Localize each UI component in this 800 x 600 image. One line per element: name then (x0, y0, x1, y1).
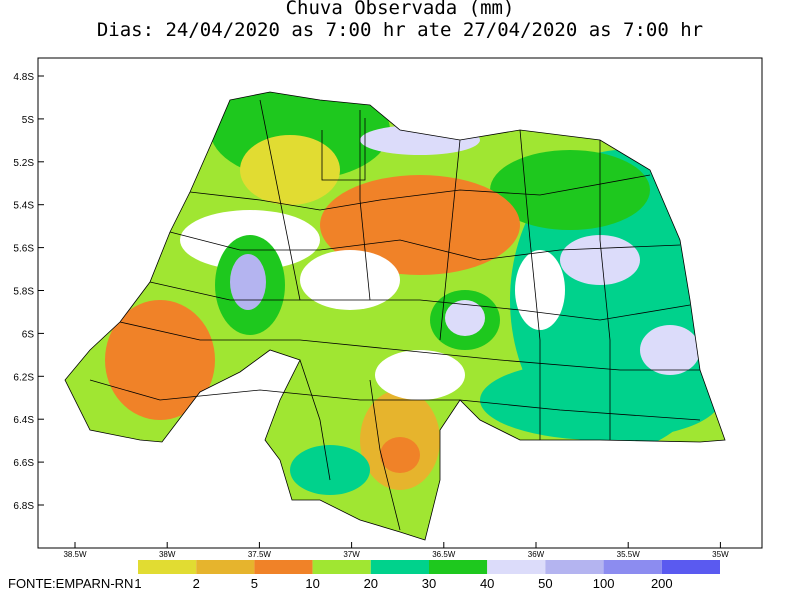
legend-swatch (138, 560, 197, 574)
lat-label: 5.8S (13, 287, 34, 298)
lon-label: 36.5W (432, 550, 456, 559)
legend-swatch (545, 560, 604, 574)
legend-swatch (603, 560, 662, 574)
legend-label: 2 (193, 576, 200, 591)
lon-label: 37.5W (248, 550, 272, 559)
legend-label: 1 (134, 576, 141, 591)
lat-label: 5S (22, 115, 35, 126)
legend-label: 50 (538, 576, 552, 591)
legend-label: 30 (422, 576, 436, 591)
latitude-labels: 4.8S 5S 5.2S 5.4S 5.6S 5.8S 6S 6.2S 6.4S 6.6S 6.8S (13, 72, 44, 512)
legend-swatch (254, 560, 313, 574)
lat-label: 5.2S (13, 158, 34, 169)
legend-label: 10 (305, 576, 319, 591)
subtitle: Dias: 24/04/2020 as 7:00 hr ate 27/04/20… (97, 19, 703, 41)
lat-label: 6S (22, 329, 35, 340)
lat-label: 5.6S (13, 244, 34, 255)
legend: 1 2 5 10 20 30 40 50 100 200 (134, 560, 720, 591)
legend-label: 100 (593, 576, 615, 591)
municipal-borders (89, 99, 701, 531)
legend-swatch (370, 560, 429, 574)
lon-label: 36W (528, 550, 545, 559)
lon-label: 37W (343, 550, 360, 559)
longitude-labels: 38.5W 38W 37.5W 37W 36.5W 36W 35.5W 35W (63, 542, 729, 559)
legend-swatch (661, 560, 720, 574)
legend-swatch (312, 560, 371, 574)
lat-label: 6.2S (13, 372, 34, 383)
lon-label: 35.5W (617, 550, 641, 559)
lon-label: 38.5W (63, 550, 87, 559)
source: FONTE:EMPARN-RN (8, 576, 133, 591)
title: Chuva Observada (mm) (286, 0, 515, 19)
lat-label: 6.4S (13, 415, 34, 426)
lat-label: 5.4S (13, 201, 34, 212)
legend-label: 5 (251, 576, 258, 591)
lon-label: 35W (712, 550, 729, 559)
legend-label: 40 (480, 576, 494, 591)
lon-label: 38W (159, 550, 176, 559)
lat-label: 6.6S (13, 458, 34, 469)
legend-label: 200 (651, 576, 673, 591)
legend-swatch (196, 560, 255, 574)
lat-label: 4.8S (13, 72, 34, 83)
legend-swatch (487, 560, 546, 574)
legend-label: 20 (364, 576, 378, 591)
legend-swatch (429, 560, 488, 574)
lat-label: 6.8S (13, 501, 34, 512)
